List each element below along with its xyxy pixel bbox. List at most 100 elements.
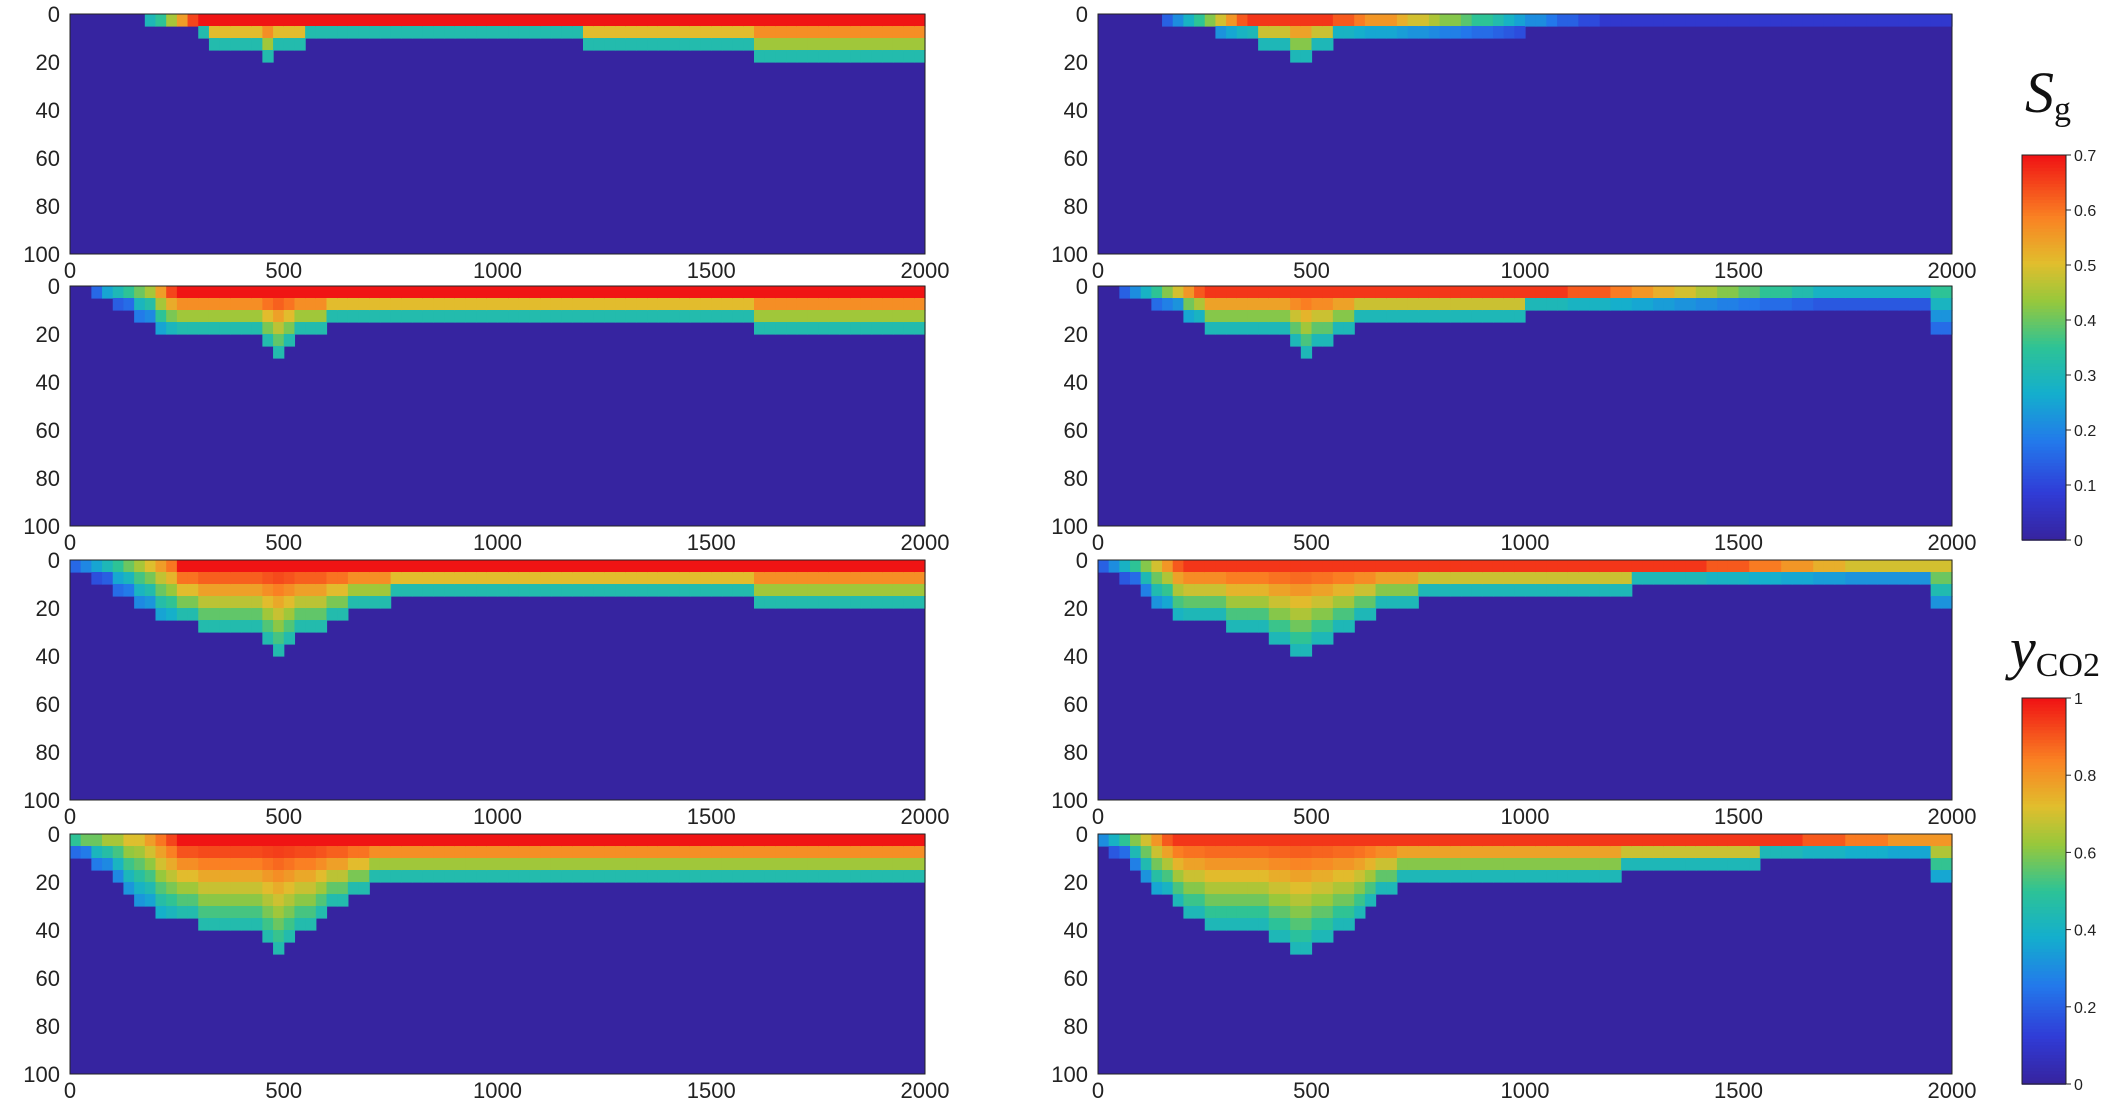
heatmap-cell: [1428, 286, 1441, 299]
heatmap-cell: [208, 834, 221, 847]
heatmap-cell: [1332, 620, 1345, 633]
heatmap-cell: [134, 870, 146, 883]
colorbar-gradient-step: [2022, 733, 2066, 738]
heatmap-cell: [390, 298, 402, 311]
heatmap-cell: [860, 26, 873, 39]
heatmap-cell: [1183, 572, 1195, 585]
heatmap-cell: [337, 26, 349, 39]
heatmap-cell: [1300, 286, 1313, 299]
heatmap-cell: [839, 286, 851, 299]
heatmap-cell: [305, 834, 317, 847]
heatmap-cell: [1226, 858, 1238, 871]
colorbar-tick-label: 0.4: [2074, 923, 2096, 940]
heatmap-cell: [1941, 310, 1953, 323]
heatmap-cell: [144, 834, 157, 847]
heatmap-cell: [1236, 846, 1249, 859]
heatmap-cell: [273, 346, 285, 359]
heatmap-cell: [198, 310, 210, 323]
heatmap-cell: [796, 834, 809, 847]
heatmap-cell: [903, 572, 915, 585]
colorbar-gradient-step: [2022, 1077, 2066, 1082]
heatmap-cell: [1119, 286, 1131, 299]
heatmap-cell: [1386, 560, 1398, 573]
heatmap-cell: [1610, 14, 1622, 27]
heatmap-cell: [465, 286, 477, 299]
heatmap-cell: [1492, 858, 1505, 871]
heatmap-cell: [1471, 14, 1483, 27]
heatmap-cell: [1642, 834, 1654, 847]
heatmap-cell: [1311, 858, 1323, 871]
colorbar-gradient-step: [2022, 187, 2066, 192]
heatmap-cell: [166, 322, 178, 335]
colorbar-gradient-step: [2022, 942, 2066, 947]
heatmap-cell: [1653, 14, 1665, 27]
heatmap-cell: [1781, 14, 1793, 27]
y-tick-label: 20: [36, 870, 60, 895]
heatmap-cell: [1930, 298, 1942, 311]
heatmap-cell: [657, 26, 670, 39]
colorbar-gradient-step: [2022, 858, 2066, 863]
colorbar-gradient-step: [2022, 855, 2066, 860]
heatmap-cell: [1439, 286, 1451, 299]
heatmap-cell: [850, 38, 862, 51]
heatmap-cell: [732, 26, 744, 39]
heatmap-cell: [1834, 846, 1846, 859]
heatmap-cell: [668, 26, 680, 39]
heatmap-cell: [241, 310, 253, 323]
heatmap-cell: [454, 870, 467, 883]
y-tick-label: 100: [1051, 514, 1088, 539]
heatmap-cell: [583, 38, 595, 51]
heatmap-cell: [486, 560, 499, 573]
heatmap-cell: [1279, 620, 1291, 633]
heatmap-cell: [871, 846, 883, 859]
heatmap-cell: [786, 596, 798, 609]
heatmap-cell: [1685, 286, 1697, 299]
heatmap-cell: [134, 298, 146, 311]
heatmap-cell: [401, 286, 413, 299]
colorbar-gradient-step: [2022, 762, 2066, 767]
heatmap-cell: [166, 882, 178, 895]
y-tick-label: 0: [48, 2, 60, 27]
heatmap-cell: [518, 310, 531, 323]
heatmap-cell: [1428, 14, 1441, 27]
y-tick-label: 40: [36, 98, 60, 123]
heatmap-cell: [422, 846, 434, 859]
heatmap-cell: [273, 620, 285, 633]
heatmap-cell: [1407, 846, 1419, 859]
heatmap-cell: [711, 26, 723, 39]
heatmap-cell: [1450, 858, 1462, 871]
heatmap-cell: [796, 870, 809, 883]
heatmap-cell: [1919, 286, 1932, 299]
heatmap-cell: [914, 584, 926, 597]
heatmap-cell: [1290, 310, 1302, 323]
heatmap-cell: [198, 882, 210, 895]
heatmap-cell: [198, 560, 210, 573]
heatmap-cell: [1418, 286, 1430, 299]
heatmap-cell: [1204, 846, 1217, 859]
heatmap-cell: [230, 846, 242, 859]
colorbar-gradient-step: [2022, 926, 2066, 931]
heatmap-cell: [1909, 846, 1921, 859]
heatmap-cell: [1151, 298, 1163, 311]
heatmap-cell: [1364, 870, 1377, 883]
heatmap-cell: [251, 26, 263, 39]
heatmap-cell: [230, 620, 242, 633]
heatmap-cell: [818, 298, 830, 311]
heatmap-cell: [134, 572, 146, 585]
heatmap-cell: [1343, 870, 1355, 883]
heatmap-cell: [721, 858, 734, 871]
heatmap-cell: [123, 846, 135, 859]
colorbar-tick-label: 0: [2074, 533, 2083, 550]
heatmap-cell: [796, 50, 809, 63]
heatmap-cell: [1183, 560, 1195, 573]
heatmap-cell: [1791, 834, 1804, 847]
heatmap-cell: [508, 286, 520, 299]
heatmap-cell: [796, 572, 809, 585]
heatmap-cell: [1749, 14, 1761, 27]
heatmap-cell: [390, 26, 402, 39]
heatmap-cell: [711, 286, 723, 299]
heatmap-cell: [294, 572, 306, 585]
heatmap-cell: [892, 50, 905, 63]
heatmap-cell: [518, 14, 531, 27]
